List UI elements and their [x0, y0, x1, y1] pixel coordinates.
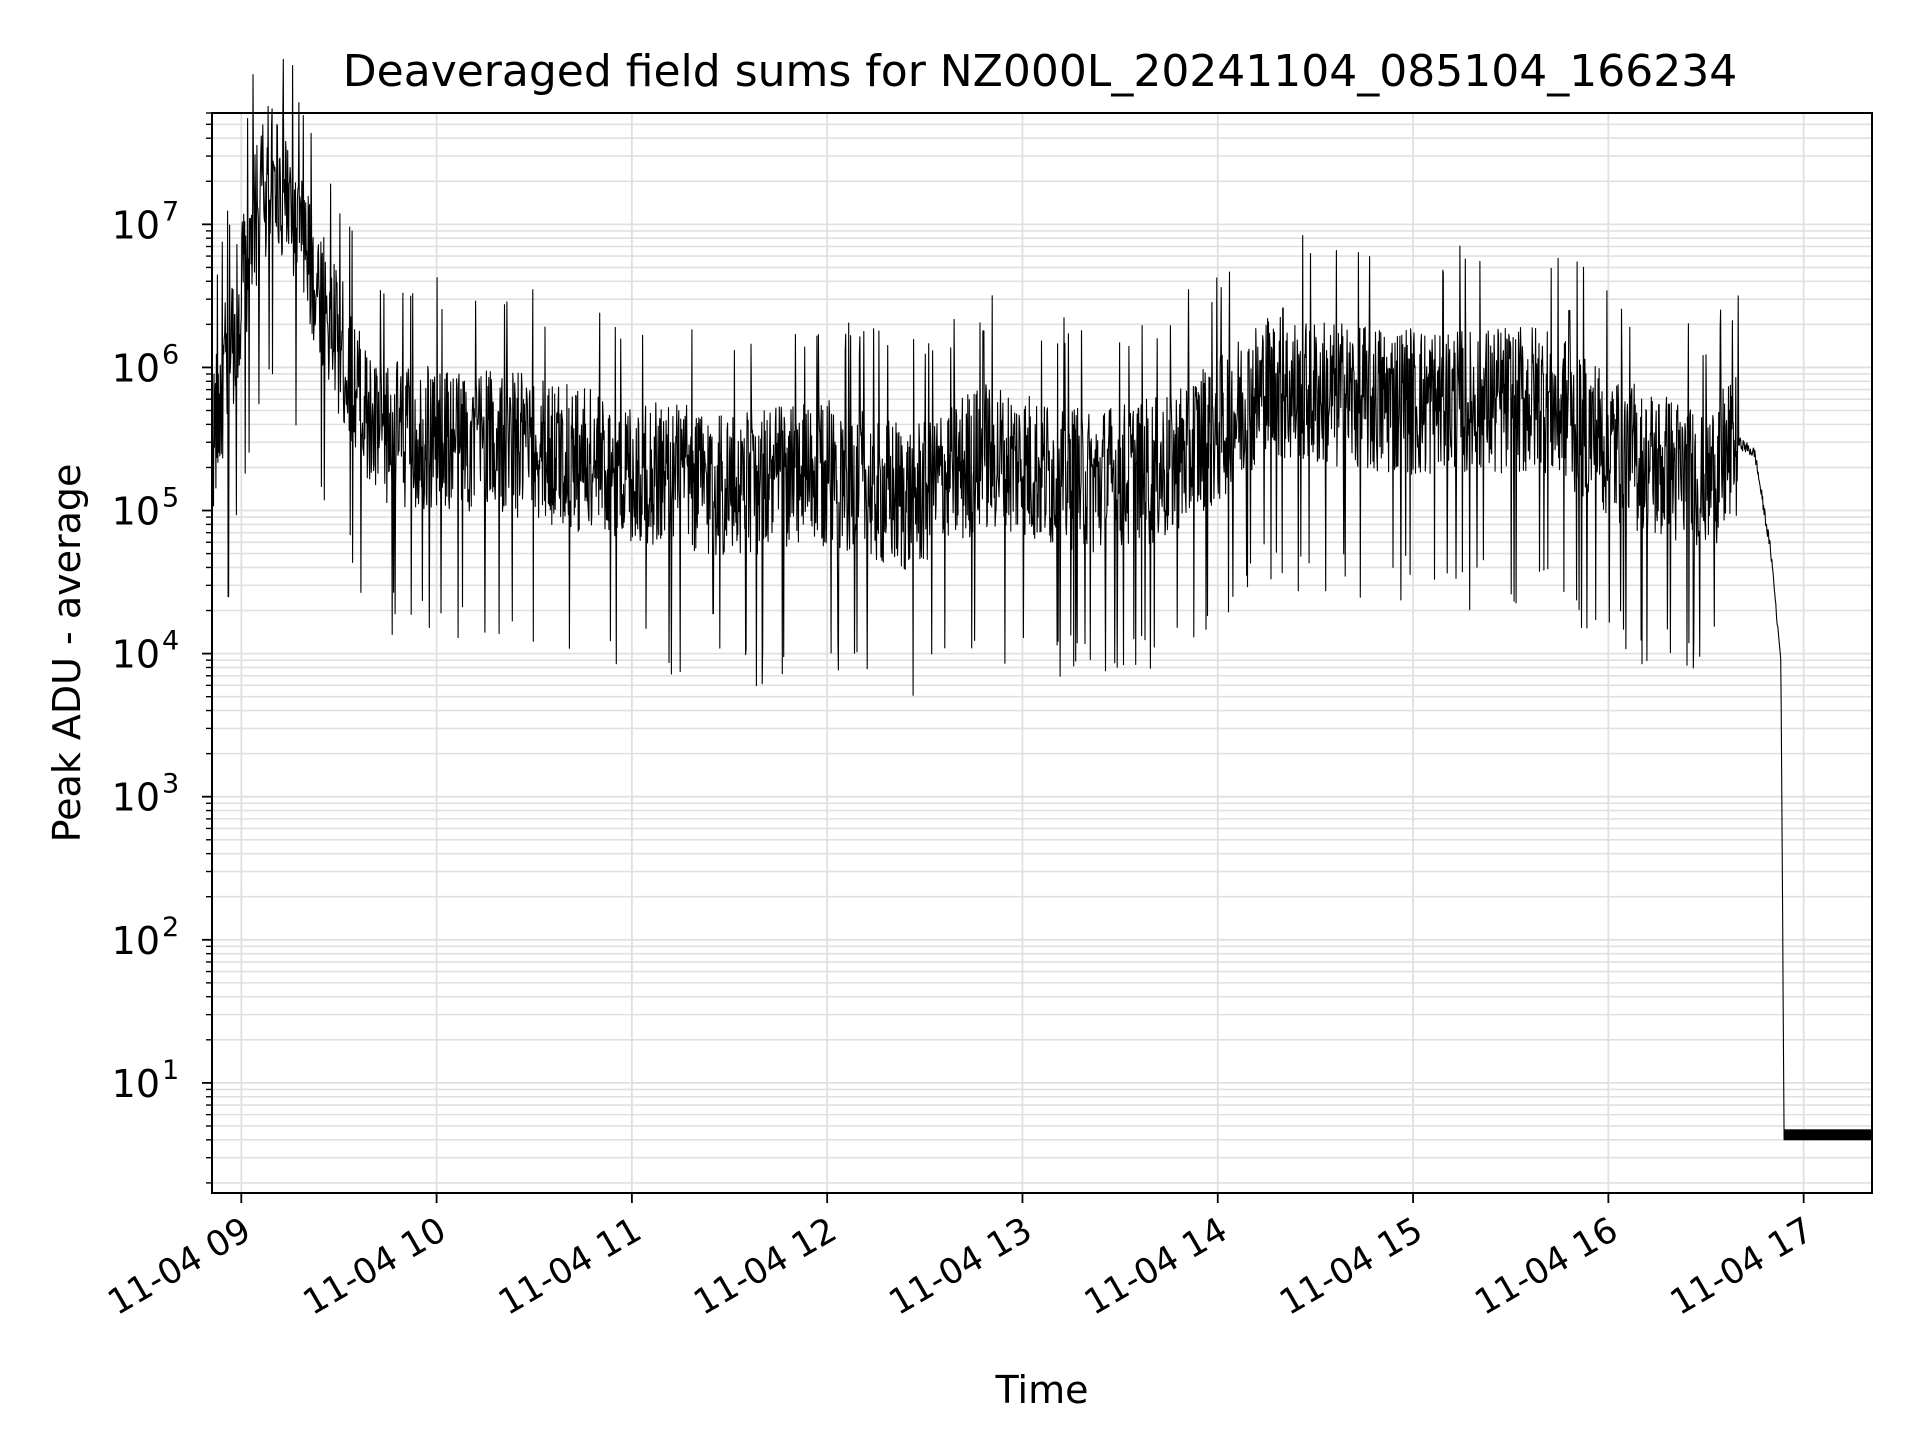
data-series-line: [211, 58, 1873, 1141]
y-tick-label: 10: [112, 203, 160, 247]
y-tick-exponent: 1: [162, 1055, 179, 1086]
y-tick-label: 10: [112, 633, 160, 677]
y-tick-label: 10: [112, 346, 160, 390]
series-layer: [211, 58, 1873, 1141]
y-tick-label: 10: [112, 776, 160, 820]
y-tick-label: 10: [112, 1062, 160, 1106]
y-axis-label: Peak ADU - average: [45, 464, 89, 843]
y-tick-label: 10: [112, 490, 160, 534]
y-tick-exponent: 2: [162, 912, 179, 943]
y-tick-exponent: 7: [162, 196, 179, 227]
chart-title: Deaveraged field sums for NZ000L_2024110…: [343, 46, 1737, 97]
y-tick-exponent: 4: [162, 626, 179, 657]
y-tick-exponent: 6: [162, 339, 179, 370]
y-tick-exponent: 3: [162, 769, 179, 800]
x-axis-label: Time: [995, 1368, 1089, 1412]
y-tick-exponent: 5: [162, 483, 179, 514]
y-tick-label: 10: [112, 919, 160, 963]
